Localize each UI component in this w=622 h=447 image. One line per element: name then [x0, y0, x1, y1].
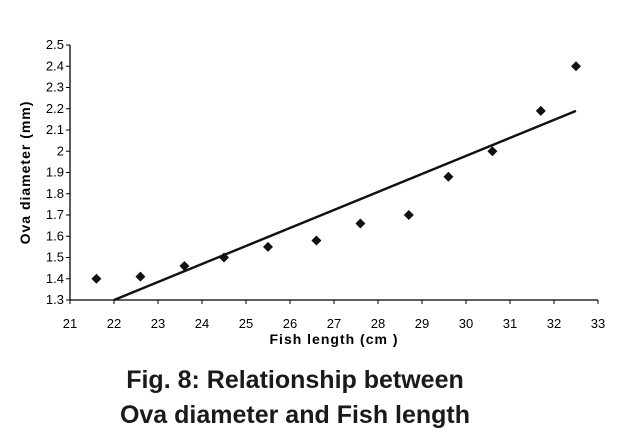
y-tick-label: 1.5	[46, 250, 64, 265]
x-tick-label: 21	[63, 316, 77, 331]
x-tick-label: 25	[239, 316, 253, 331]
data-point	[311, 235, 322, 246]
y-tick-label: 2.3	[46, 80, 64, 95]
y-tick-label: 2	[57, 143, 64, 158]
data-point	[403, 210, 414, 220]
y-tick-label: 2.2	[46, 101, 64, 116]
data-point	[487, 146, 498, 157]
y-tick-label: 1.3	[46, 292, 64, 307]
x-tick-label: 33	[591, 316, 605, 331]
data-point	[135, 271, 146, 282]
x-tick-label: 23	[151, 316, 165, 331]
x-tick-label: 31	[503, 316, 517, 331]
y-tick-label: 1.8	[46, 186, 64, 201]
x-tick-label: 32	[547, 316, 561, 331]
data-point	[535, 105, 546, 116]
x-tick-label: 22	[107, 316, 121, 331]
data-point	[91, 273, 102, 284]
x-tick-label: 29	[415, 316, 429, 331]
y-tick-label: 1.7	[46, 207, 64, 222]
data-point	[219, 252, 229, 263]
y-tick-label: 1.9	[46, 165, 64, 180]
data-point	[263, 241, 273, 252]
scatter-chart: 1.3 1.4 1.5 1.6 1.7 1.8 1.9 2 2.1 2.2 2.3 2.4 2.5 21 2…	[17, 37, 605, 347]
plot-area: 1.3 1.4 1.5 1.6 1.7 1.8 1.9 2 2.1 2.2 2.3 2.4 2.5 21 2…	[17, 37, 605, 347]
x-tick-label: 24	[195, 316, 209, 331]
data-point	[571, 61, 581, 72]
trend-line	[113, 109, 577, 302]
y-axis-title: Ova diameter (mm)	[17, 101, 33, 245]
x-tick-label: 30	[459, 316, 473, 331]
x-tick-label: 26	[283, 316, 297, 331]
x-axis-title: Fish length (cm )	[270, 331, 399, 347]
y-tick-label: 1.4	[46, 271, 64, 286]
y-tick-label: 1.6	[46, 228, 64, 243]
y-tick-label: 2.4	[46, 58, 64, 73]
data-point	[443, 171, 454, 182]
y-tick-label: 2.5	[46, 37, 64, 52]
data-point	[355, 218, 366, 229]
figure-caption-line-2: Ova diameter and Fish length	[119, 401, 471, 429]
y-tick-label: 2.1	[46, 122, 64, 137]
x-tick-label: 28	[371, 316, 385, 331]
figure-caption-line-1: Fig. 8: Relationship between	[126, 366, 464, 394]
x-tick-label: 27	[327, 316, 341, 331]
data-point	[179, 261, 190, 271]
